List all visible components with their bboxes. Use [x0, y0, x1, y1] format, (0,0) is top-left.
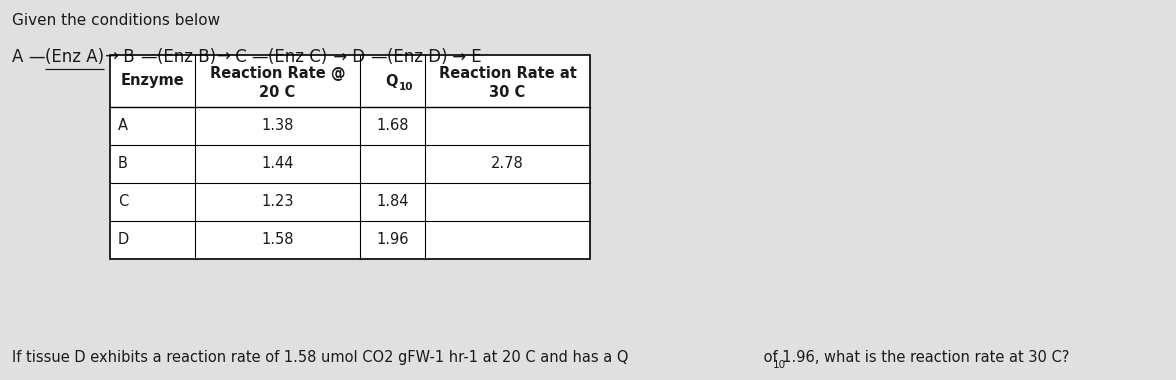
- Text: 1.84: 1.84: [376, 195, 409, 209]
- Text: —: —: [370, 48, 387, 66]
- Text: Reaction Rate at: Reaction Rate at: [439, 66, 576, 81]
- Text: 30 C: 30 C: [489, 85, 526, 100]
- Text: →: →: [447, 48, 467, 66]
- Text: →: →: [328, 48, 347, 66]
- Text: 1.68: 1.68: [376, 119, 409, 133]
- Text: —: —: [140, 48, 156, 66]
- Text: Reaction Rate @: Reaction Rate @: [209, 66, 346, 81]
- Text: 10: 10: [773, 359, 786, 369]
- Text: 2.78: 2.78: [492, 157, 523, 171]
- Text: 1.96: 1.96: [376, 233, 409, 247]
- Text: 1.38: 1.38: [261, 119, 294, 133]
- Bar: [111, 55, 590, 259]
- Text: 1.44: 1.44: [261, 157, 294, 171]
- Text: D: D: [118, 233, 129, 247]
- Text: B: B: [119, 48, 140, 66]
- Text: 1.58: 1.58: [261, 233, 294, 247]
- Text: Q: Q: [386, 73, 397, 89]
- Text: 1.23: 1.23: [261, 195, 294, 209]
- Text: →: →: [105, 48, 119, 66]
- Text: of 1.96, what is the reaction rate at 30 C?: of 1.96, what is the reaction rate at 30…: [759, 350, 1069, 365]
- Text: C: C: [229, 48, 252, 66]
- Text: (Enz A): (Enz A): [45, 48, 105, 66]
- Text: A: A: [118, 119, 128, 133]
- Text: →: →: [216, 48, 229, 66]
- Text: A: A: [12, 48, 28, 66]
- Text: C: C: [118, 195, 128, 209]
- Text: E: E: [467, 48, 482, 66]
- Text: —: —: [252, 48, 268, 66]
- Text: (Enz C): (Enz C): [268, 48, 328, 66]
- Bar: [111, 55, 590, 259]
- Text: 20 C: 20 C: [260, 85, 295, 100]
- Text: D: D: [347, 48, 370, 66]
- Text: B: B: [118, 157, 128, 171]
- Text: (Enz D): (Enz D): [387, 48, 447, 66]
- Text: 10: 10: [399, 82, 413, 92]
- Text: If tissue D exhibits a reaction rate of 1.58 umol CO2 gFW-1 hr-1 at 20 C and has: If tissue D exhibits a reaction rate of …: [12, 350, 628, 365]
- Text: (Enz B): (Enz B): [156, 48, 216, 66]
- Text: Given the conditions below: Given the conditions below: [12, 13, 220, 28]
- Text: —: —: [28, 48, 45, 66]
- Text: Enzyme: Enzyme: [121, 73, 185, 89]
